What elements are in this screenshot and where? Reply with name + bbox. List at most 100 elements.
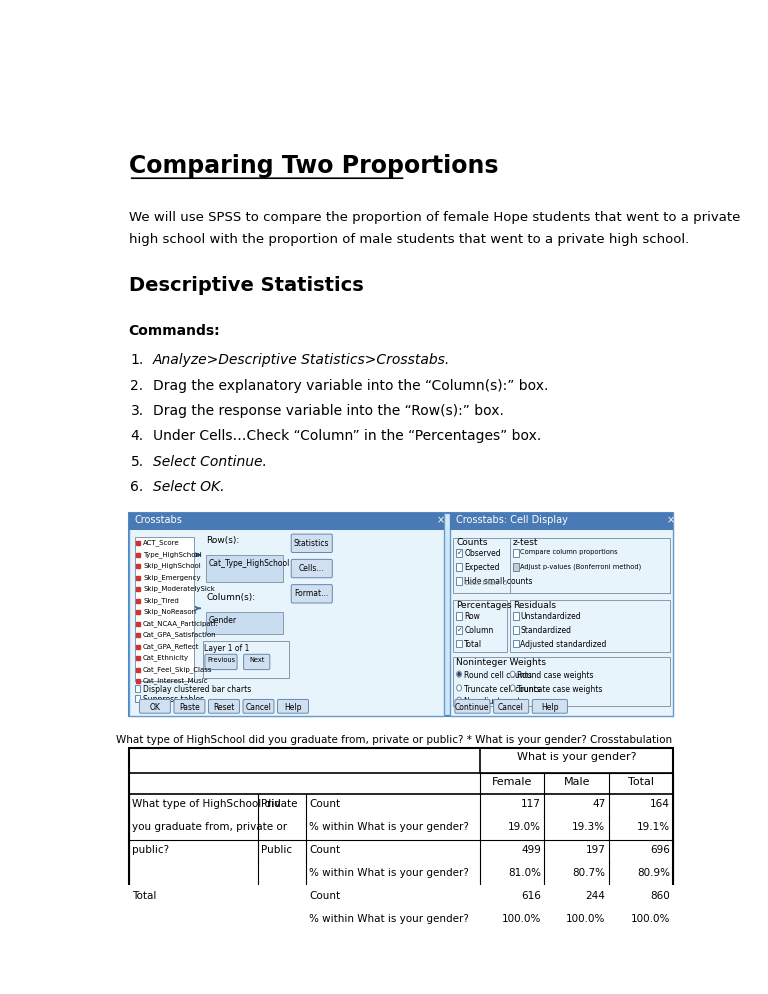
Text: Skip_Emergency: Skip_Emergency bbox=[143, 574, 200, 580]
Text: Previous: Previous bbox=[207, 657, 235, 663]
Text: Cat_Interest_Music: Cat_Interest_Music bbox=[143, 677, 209, 684]
Text: We will use SPSS to compare the proportion of female Hope students that went to : We will use SPSS to compare the proporti… bbox=[129, 211, 740, 224]
FancyBboxPatch shape bbox=[129, 513, 674, 716]
Text: Less than  5: Less than 5 bbox=[465, 580, 508, 586]
Circle shape bbox=[457, 697, 462, 704]
FancyBboxPatch shape bbox=[494, 700, 528, 714]
Circle shape bbox=[458, 673, 460, 676]
FancyBboxPatch shape bbox=[291, 584, 333, 603]
Text: Expected: Expected bbox=[465, 564, 500, 573]
Text: Format...: Format... bbox=[294, 589, 329, 598]
Text: Cat_Ethnicity: Cat_Ethnicity bbox=[143, 654, 189, 661]
Text: 81.0%: 81.0% bbox=[508, 868, 541, 878]
FancyBboxPatch shape bbox=[134, 695, 140, 702]
Text: Round cell counts: Round cell counts bbox=[464, 671, 531, 680]
Text: Descriptive Statistics: Descriptive Statistics bbox=[129, 276, 363, 295]
Text: Gender: Gender bbox=[209, 616, 237, 625]
FancyBboxPatch shape bbox=[134, 685, 140, 692]
Text: Select Continue.: Select Continue. bbox=[153, 454, 266, 468]
Text: 100.0%: 100.0% bbox=[631, 913, 670, 923]
Text: Column: Column bbox=[465, 626, 494, 635]
Text: public?: public? bbox=[132, 845, 169, 855]
Text: Skip_ModeratelySick: Skip_ModeratelySick bbox=[143, 585, 215, 592]
Text: Comparing Two Proportions: Comparing Two Proportions bbox=[129, 154, 498, 178]
FancyBboxPatch shape bbox=[208, 700, 240, 714]
Text: Statistics: Statistics bbox=[293, 539, 329, 548]
Text: Cancel: Cancel bbox=[498, 704, 524, 713]
Text: 19.0%: 19.0% bbox=[508, 822, 541, 832]
Text: % within What is your gender?: % within What is your gender? bbox=[309, 913, 468, 923]
FancyBboxPatch shape bbox=[140, 700, 170, 714]
Text: Under Cells…Check “Column” in the “Percentages” box.: Under Cells…Check “Column” in the “Perce… bbox=[153, 429, 541, 443]
FancyBboxPatch shape bbox=[243, 700, 274, 714]
Text: 244: 244 bbox=[585, 891, 605, 901]
FancyBboxPatch shape bbox=[456, 640, 462, 647]
Text: 4.: 4. bbox=[131, 429, 144, 443]
Text: Male: Male bbox=[564, 776, 590, 786]
Text: Observed: Observed bbox=[465, 550, 501, 559]
FancyBboxPatch shape bbox=[456, 577, 462, 584]
FancyBboxPatch shape bbox=[206, 612, 283, 633]
Text: Compare column proportions: Compare column proportions bbox=[521, 550, 618, 556]
Text: 100.0%: 100.0% bbox=[566, 913, 605, 923]
FancyBboxPatch shape bbox=[532, 700, 568, 714]
Text: ×: × bbox=[437, 515, 445, 525]
FancyBboxPatch shape bbox=[277, 700, 309, 714]
Text: 80.7%: 80.7% bbox=[572, 868, 605, 878]
Text: Adjusted standardized: Adjusted standardized bbox=[521, 640, 607, 649]
Text: Public: Public bbox=[260, 845, 292, 855]
Text: Column(s):: Column(s): bbox=[206, 593, 255, 602]
Text: Truncate cell counts: Truncate cell counts bbox=[464, 685, 541, 694]
Text: Suppress tables: Suppress tables bbox=[143, 695, 204, 704]
Text: Percentages: Percentages bbox=[456, 600, 511, 609]
Text: Continue: Continue bbox=[455, 704, 489, 713]
Text: Cat_NCAA_Participati.: Cat_NCAA_Participati. bbox=[143, 620, 219, 626]
Text: 499: 499 bbox=[521, 845, 541, 855]
Text: Count: Count bbox=[309, 799, 340, 809]
FancyBboxPatch shape bbox=[174, 700, 205, 714]
Text: Standardized: Standardized bbox=[521, 626, 571, 635]
Text: 80.9%: 80.9% bbox=[637, 868, 670, 878]
FancyBboxPatch shape bbox=[456, 550, 462, 557]
Text: ✓: ✓ bbox=[457, 627, 462, 633]
Text: Count: Count bbox=[309, 845, 340, 855]
Text: Female: Female bbox=[492, 776, 532, 786]
Text: Row(s):: Row(s): bbox=[206, 536, 240, 545]
Circle shape bbox=[457, 685, 462, 691]
Text: Truncate case weights: Truncate case weights bbox=[518, 685, 603, 694]
Text: Drag the response variable into the “Row(s):” box.: Drag the response variable into the “Row… bbox=[153, 404, 503, 418]
FancyBboxPatch shape bbox=[129, 513, 444, 716]
Text: Type_HighSchool: Type_HighSchool bbox=[143, 551, 202, 558]
Circle shape bbox=[510, 671, 515, 677]
Text: % within What is your gender?: % within What is your gender? bbox=[309, 822, 468, 832]
Text: ✓: ✓ bbox=[457, 551, 462, 557]
Text: 6.: 6. bbox=[131, 480, 144, 494]
FancyBboxPatch shape bbox=[206, 555, 283, 581]
Text: 1.: 1. bbox=[131, 354, 144, 368]
Text: Skip_NoReason: Skip_NoReason bbox=[143, 608, 196, 615]
FancyBboxPatch shape bbox=[205, 654, 237, 670]
Text: Cat_Feel_Skip_Class: Cat_Feel_Skip_Class bbox=[143, 666, 213, 673]
Text: 5.: 5. bbox=[131, 454, 144, 468]
Text: z-test: z-test bbox=[513, 538, 538, 547]
Text: Total: Total bbox=[465, 640, 482, 649]
Text: Crosstabs: Crosstabs bbox=[134, 515, 183, 525]
Text: 3.: 3. bbox=[131, 404, 144, 418]
Text: % within What is your gender?: % within What is your gender? bbox=[309, 868, 468, 878]
FancyBboxPatch shape bbox=[513, 612, 518, 620]
FancyBboxPatch shape bbox=[450, 513, 674, 530]
Text: Adjust p-values (Bonferroni method): Adjust p-values (Bonferroni method) bbox=[521, 564, 641, 570]
Text: Cat_GPA_Satisfaction: Cat_GPA_Satisfaction bbox=[143, 631, 217, 638]
Text: What type of HighSchool did: What type of HighSchool did bbox=[132, 799, 280, 809]
Text: Help: Help bbox=[284, 704, 302, 713]
Text: Cat_GPA_Reflect: Cat_GPA_Reflect bbox=[143, 643, 200, 649]
Bar bbox=[129, 748, 674, 932]
Text: 100.0%: 100.0% bbox=[502, 913, 541, 923]
Text: 860: 860 bbox=[650, 891, 670, 901]
Text: Row: Row bbox=[465, 612, 480, 621]
Text: Help: Help bbox=[541, 704, 558, 713]
Text: Display clustered bar charts: Display clustered bar charts bbox=[143, 685, 251, 694]
Text: Analyze>Descriptive Statistics>Crosstabs.: Analyze>Descriptive Statistics>Crosstabs… bbox=[153, 354, 450, 368]
Text: What type of HighSchool did you graduate from, private or public? * What is your: What type of HighSchool did you graduate… bbox=[115, 735, 672, 745]
Circle shape bbox=[510, 685, 515, 691]
